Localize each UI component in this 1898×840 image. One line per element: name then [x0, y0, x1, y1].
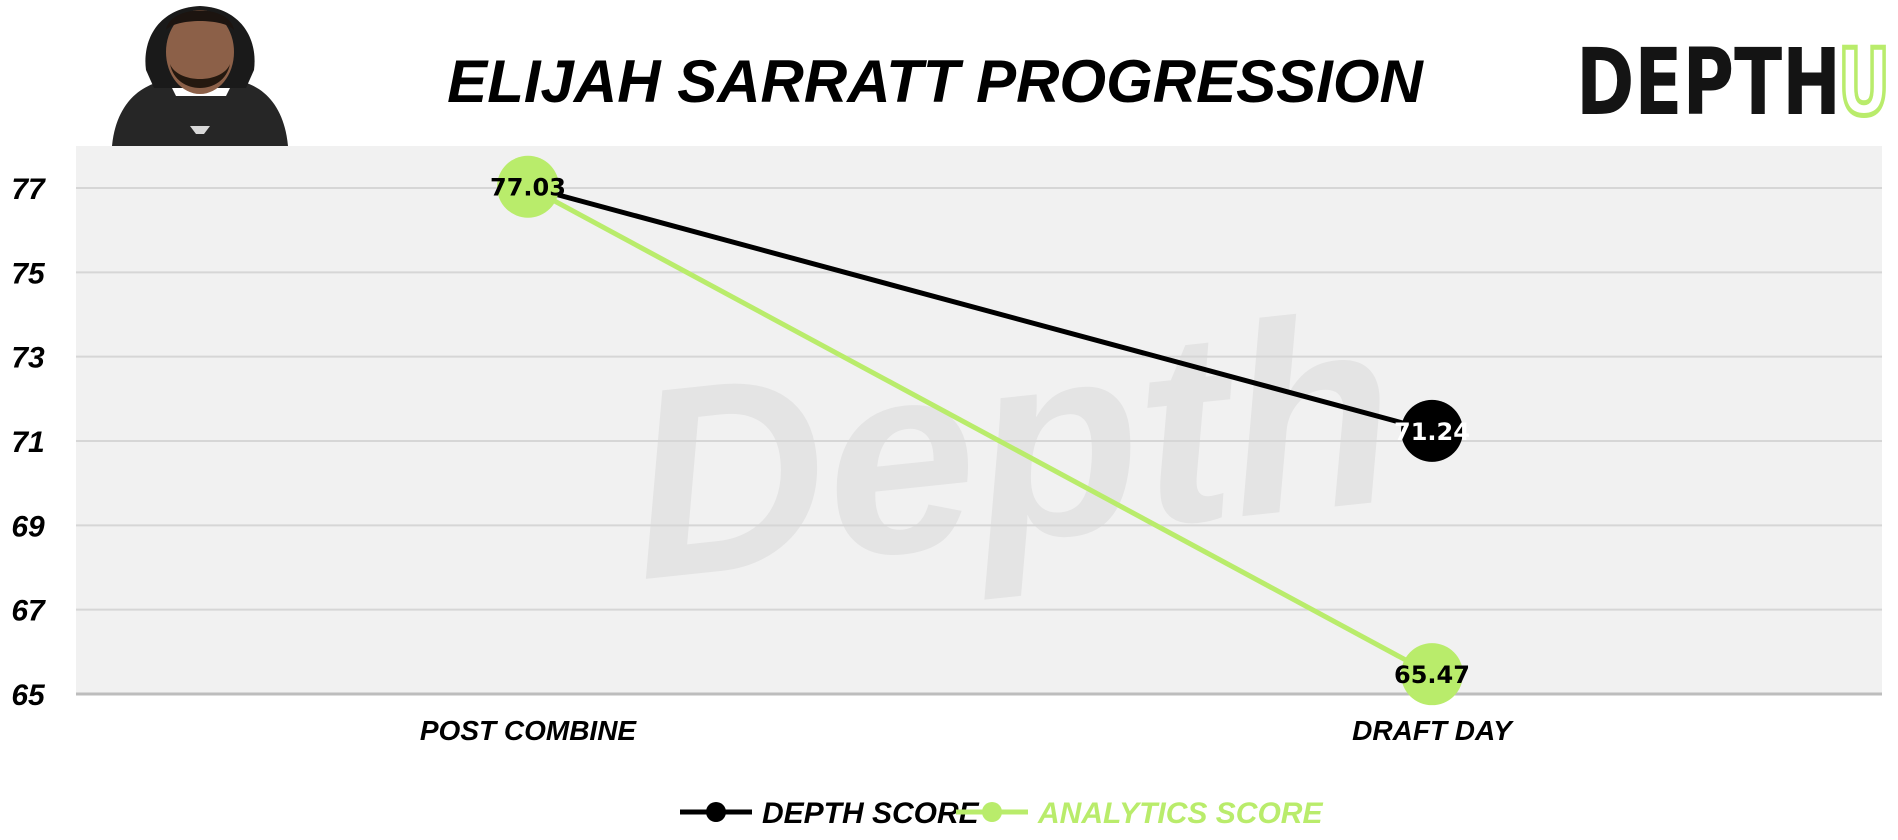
gridlines [76, 187, 1882, 696]
legend-item: ANALYTICS SCORE [956, 797, 1323, 830]
series-line [527, 184, 1433, 434]
player-headshot-icon [112, 6, 288, 146]
y-axis-ticks: 65 67 69 71 73 75 77 [11, 173, 46, 712]
y-tick-label: 67 [11, 595, 46, 628]
y-tick-label: 75 [11, 257, 46, 290]
x-axis-ticks: POST COMBINE DRAFT DAY [420, 715, 1514, 746]
brand-suffix: U [1838, 29, 1890, 136]
legend: DEPTH SCORE ANALYTICS SCORE [680, 797, 1323, 830]
data-point [1401, 643, 1463, 706]
x-tick-label: POST COMBINE [420, 715, 638, 746]
data-label: 71.24 [1394, 418, 1470, 446]
y-tick-label: 65 [11, 679, 46, 712]
legend-item: DEPTH SCORE [680, 797, 980, 830]
legend-label: DEPTH SCORE [762, 797, 980, 830]
plot-area [76, 146, 1882, 694]
legend-dot [982, 802, 1002, 822]
brand-prefix: DEPTH [1576, 29, 1841, 136]
y-tick-label: 73 [11, 342, 45, 375]
data-label: 65.47 [1394, 661, 1470, 689]
data-point [1401, 399, 1463, 462]
brand-logo: DEPTH U [1576, 27, 1893, 139]
y-tick-label: 69 [11, 510, 45, 543]
y-tick-label: 71 [11, 426, 44, 459]
chart-title: ELIJAH SARRATT PROGRESSION [447, 48, 1424, 115]
series-line [526, 184, 1434, 677]
data-label: 77.03 [490, 174, 566, 202]
data-point [497, 155, 559, 218]
legend-dot [706, 802, 726, 822]
series-group: 77.03 71.24 65.47 [490, 155, 1470, 706]
legend-label: ANALYTICS SCORE [1037, 797, 1323, 830]
x-tick-label: DRAFT DAY [1352, 715, 1514, 746]
y-tick-label: 77 [11, 173, 46, 206]
